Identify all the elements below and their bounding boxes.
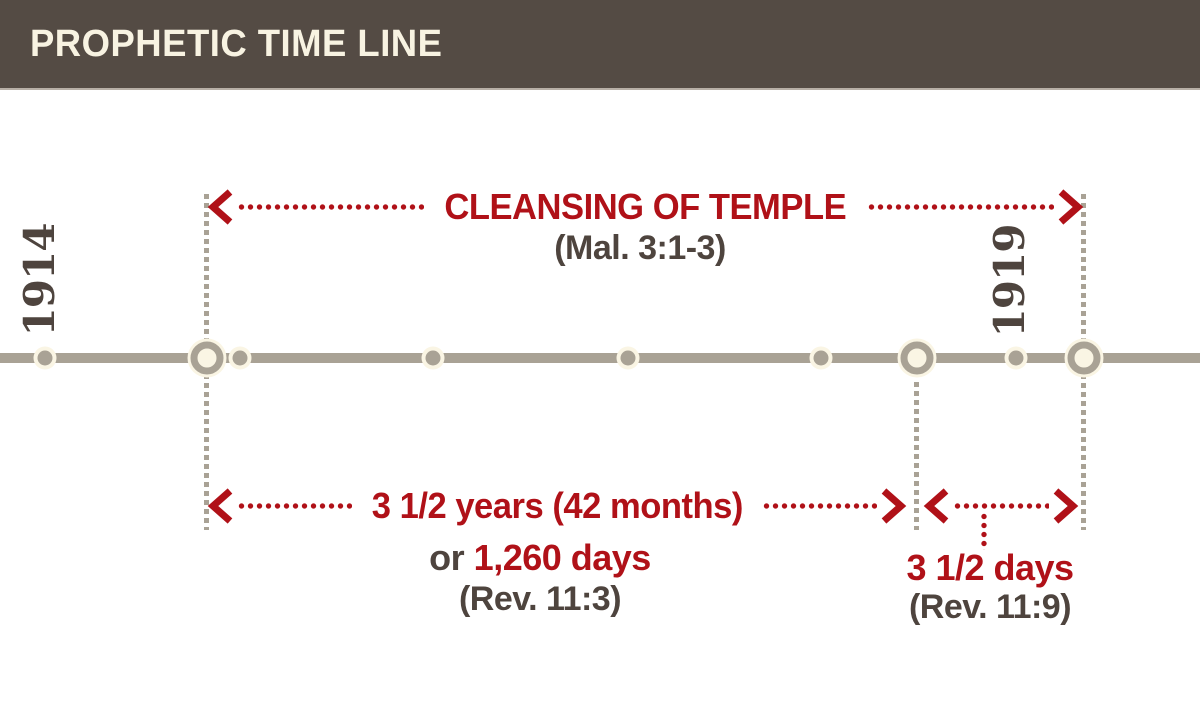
dotted-connector-line	[981, 512, 987, 550]
year-label-1919: 1919	[985, 224, 1034, 338]
dotted-arrow-line	[953, 487, 1049, 525]
timeline-dot	[425, 350, 441, 366]
dotted-arrow-line	[237, 188, 425, 226]
timeline-circle-marker	[1067, 341, 1101, 375]
dotted-arrow-line	[866, 188, 1055, 226]
timeline-dot	[620, 350, 636, 366]
arrow-left-icon	[923, 488, 949, 524]
scripture-ref-rev-11-3: (Rev. 11:3)	[458, 580, 622, 618]
header: PROPHETIC TIME LINE	[0, 0, 1200, 90]
timeline-circle-marker	[900, 341, 934, 375]
timeline-axis	[0, 353, 1200, 363]
year-label-1914: 1914	[15, 223, 64, 337]
timeline-dot	[813, 350, 829, 366]
arrow-span-years: 3 1/2 years (42 months)	[207, 485, 907, 526]
arrow-left-icon	[207, 488, 233, 524]
cleansing-label: CLEANSING OF TEMPLE	[444, 186, 847, 227]
dotted-guide-line-middle	[914, 382, 919, 530]
dotted-arrow-line	[762, 487, 877, 525]
arrow-right-icon	[1058, 189, 1084, 225]
alt-duration-value: 1,260 days	[473, 537, 652, 578]
alt-duration-line: or 1,260 days	[290, 537, 790, 579]
arrow-right-icon	[881, 488, 907, 524]
dotted-arrow-line	[237, 487, 352, 525]
scripture-ref-malachi: (Mal. 3:1-3)	[554, 229, 726, 267]
timeline-circle-marker	[190, 341, 224, 375]
timeline-dot	[1008, 350, 1024, 366]
days-span-label: 3 1/2 days	[906, 547, 1074, 588]
arrow-span-cleansing: CLEANSING OF TEMPLE	[207, 186, 1084, 228]
arrow-right-icon	[1053, 488, 1079, 524]
arrow-span-days	[923, 486, 1079, 526]
years-span-label: 3 1/2 years (42 months)	[371, 485, 743, 526]
alt-duration-prefix: or	[429, 537, 474, 578]
timeline-dot	[37, 350, 53, 366]
page-title: PROPHETIC TIME LINE	[30, 23, 443, 65]
arrow-left-icon	[207, 189, 233, 225]
scripture-ref-rev-11-9: (Rev. 11:9)	[908, 588, 1072, 626]
timeline-dot	[232, 350, 248, 366]
